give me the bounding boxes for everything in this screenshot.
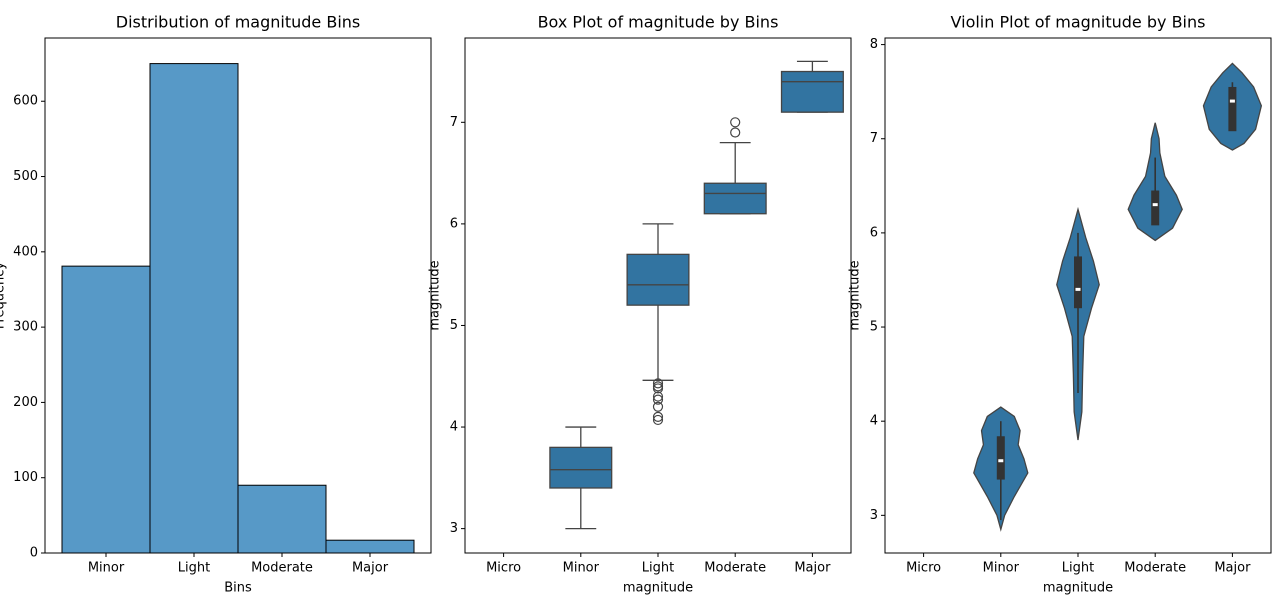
y-tick-label: 4 — [870, 414, 878, 429]
outlier — [730, 127, 741, 138]
y-axis-label: magnitude — [428, 260, 443, 330]
x-tick-label: Light — [1062, 561, 1094, 576]
x-tick-label: Minor — [983, 561, 1020, 576]
x-tick-label: Minor — [563, 561, 600, 576]
x-tick-label: Major — [794, 561, 831, 576]
box — [1151, 190, 1160, 226]
median — [1075, 287, 1081, 291]
x-tick-label: Light — [642, 561, 674, 576]
outlier — [652, 378, 664, 389]
box — [703, 182, 767, 215]
box — [549, 446, 613, 489]
axes-frame — [464, 37, 852, 554]
axes-frame — [884, 37, 1272, 554]
x-axis-label: magnitude — [623, 581, 693, 596]
x-tick-label: Moderate — [704, 561, 766, 576]
box — [780, 70, 844, 113]
box — [1228, 86, 1237, 132]
outlier — [652, 414, 664, 426]
bar — [149, 63, 239, 554]
x-tick-label: Moderate — [251, 561, 313, 576]
y-tick-label: 3 — [450, 521, 458, 536]
median — [1152, 203, 1158, 207]
x-axis-label: magnitude — [1043, 581, 1113, 596]
y-tick-label: 5 — [870, 320, 878, 335]
bar — [61, 265, 151, 554]
y-tick-label: 3 — [870, 508, 878, 523]
y-tick-label: 6 — [870, 225, 878, 240]
x-tick-label: Minor — [88, 561, 125, 576]
y-axis-label: magnitude — [848, 260, 863, 330]
x-tick-label: Moderate — [1124, 561, 1186, 576]
y-tick-label: 0 — [30, 546, 38, 561]
chart-title: Distribution of magnitude Bins — [116, 13, 360, 32]
median — [998, 459, 1004, 463]
y-tick-label: 7 — [450, 115, 458, 130]
outlier — [730, 117, 741, 128]
y-tick-label: 6 — [450, 216, 458, 231]
y-tick-label: 600 — [13, 94, 38, 109]
bar — [325, 539, 415, 554]
box — [626, 253, 690, 306]
box — [1074, 256, 1082, 309]
y-tick-label: 200 — [13, 395, 38, 410]
x-tick-label: Micro — [906, 561, 941, 576]
x-axis-label: Bins — [224, 581, 252, 596]
axes-frame — [44, 37, 432, 554]
y-tick-label: 5 — [450, 318, 458, 333]
y-tick-label: 7 — [870, 131, 878, 146]
outlier — [652, 391, 664, 402]
y-tick-label: 4 — [450, 420, 458, 435]
outlier — [652, 383, 664, 394]
y-tick-label: 400 — [13, 244, 38, 259]
median — [1229, 99, 1235, 103]
y-tick-label: 8 — [870, 37, 878, 52]
x-tick-label: Micro — [486, 561, 521, 576]
outlier — [652, 401, 664, 412]
bar — [237, 484, 327, 554]
chart-title: Violin Plot of magnitude by Bins — [951, 13, 1206, 32]
outlier — [652, 411, 664, 422]
y-tick-label: 300 — [13, 320, 38, 335]
y-tick-label: 500 — [13, 169, 38, 184]
chart-title: Box Plot of magnitude by Bins — [538, 13, 779, 32]
y-axis-label: Frequency — [0, 262, 8, 329]
x-tick-label: Light — [178, 561, 210, 576]
box — [996, 436, 1005, 480]
outlier — [652, 394, 664, 405]
y-tick-label: 100 — [13, 470, 38, 485]
x-tick-label: Major — [352, 561, 389, 576]
x-tick-label: Major — [1214, 561, 1251, 576]
